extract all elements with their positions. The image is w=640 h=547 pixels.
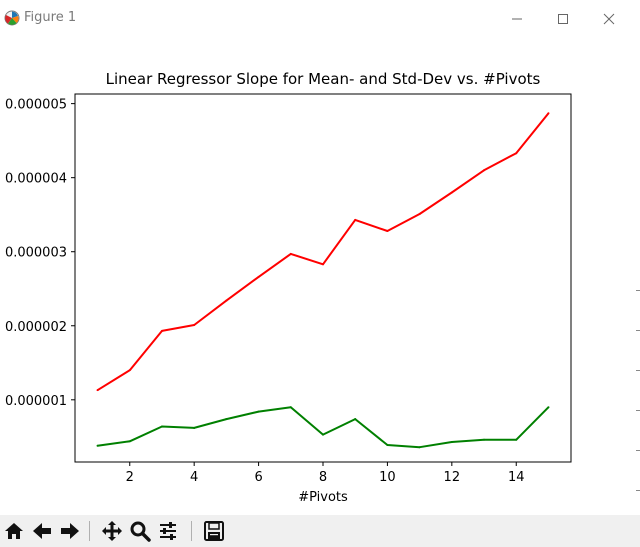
series-1-point	[450, 191, 453, 194]
series-1-point	[289, 252, 292, 255]
x-tick-label: 2	[126, 470, 134, 485]
series-line-1	[96, 112, 550, 392]
series-1-point	[193, 324, 196, 327]
save-button[interactable]	[202, 518, 226, 544]
edge-tick	[636, 410, 640, 411]
series-1-point	[418, 212, 421, 215]
axes-frame	[74, 93, 572, 463]
series-2-point	[225, 418, 228, 421]
edge-tick	[636, 490, 640, 491]
series-2-point	[160, 425, 163, 428]
x-tick-label: 12	[444, 470, 461, 485]
series-1-point	[257, 275, 260, 278]
series-2-point	[418, 446, 421, 449]
forward-button[interactable]	[58, 518, 82, 544]
series-2-point	[386, 443, 389, 446]
line-chart: Linear Regressor Slope for Mean- and Std…	[5, 70, 572, 505]
figure-canvas[interactable]: Linear Regressor Slope for Mean- and Std…	[0, 38, 640, 515]
series-1-point	[96, 389, 99, 392]
edge-tick	[636, 450, 640, 451]
toolbar-separator	[191, 521, 192, 541]
configure-subplots-icon	[160, 522, 176, 540]
home-button[interactable]	[2, 518, 26, 544]
series-1-point	[128, 369, 131, 372]
series-2-point	[354, 418, 357, 421]
forward-arrow-icon	[61, 523, 79, 539]
y-tick-label: 0.000001	[5, 394, 67, 409]
pan-move-icon	[102, 521, 122, 541]
back-arrow-icon	[33, 523, 51, 539]
title-bar[interactable]: Figure 1	[0, 0, 640, 38]
minimize-icon	[512, 18, 522, 20]
series-1-point	[386, 229, 389, 232]
edge-tick	[636, 290, 640, 291]
close-icon	[603, 13, 615, 25]
edge-tick	[636, 370, 640, 371]
configure-subplots-button[interactable]	[156, 518, 180, 544]
series-2-point	[193, 426, 196, 429]
series-1-point	[354, 218, 357, 221]
series-2-point	[483, 438, 486, 441]
y-tick-label: 0.000004	[5, 172, 67, 187]
x-tick-label: 6	[254, 470, 262, 485]
zoom-magnifier-icon	[130, 521, 151, 542]
series-2-point	[450, 441, 453, 444]
save-floppy-icon	[204, 521, 224, 541]
pan-button[interactable]	[100, 518, 124, 544]
chart-title: Linear Regressor Slope for Mean- and Std…	[106, 70, 541, 88]
x-tick-label: 8	[319, 470, 327, 485]
series-1-point	[160, 329, 163, 332]
zoom-button[interactable]	[128, 518, 152, 544]
series-1-point	[225, 299, 228, 302]
series-2-point	[515, 438, 518, 441]
series-2-point	[96, 444, 99, 447]
maximize-button[interactable]	[540, 0, 586, 38]
maximize-icon	[558, 14, 568, 24]
series-2-point	[547, 406, 550, 409]
window-title: Figure 1	[24, 10, 77, 25]
edge-tick	[636, 330, 640, 331]
x-tick-label: 14	[508, 470, 525, 485]
y-tick-label: 0.000005	[5, 98, 67, 113]
home-icon	[5, 523, 23, 539]
series-line-2	[97, 406, 550, 449]
series-2-point	[257, 410, 260, 413]
x-tick-label: 10	[379, 470, 396, 485]
close-button[interactable]	[586, 0, 632, 38]
series-2-point	[128, 440, 131, 443]
matplotlib-logo-icon	[4, 10, 20, 26]
series-1-point	[515, 152, 518, 155]
series-1-point	[322, 263, 324, 266]
minimize-button[interactable]	[494, 0, 540, 38]
x-axis-label: #Pivots	[298, 490, 348, 505]
y-tick-label: 0.000003	[5, 246, 67, 261]
series-1-point	[483, 169, 486, 172]
y-tick-label: 0.000002	[5, 320, 67, 335]
back-button[interactable]	[30, 518, 54, 544]
series-1-point	[547, 112, 550, 115]
series-2-point	[289, 406, 292, 409]
x-tick-label: 4	[190, 470, 198, 485]
navigation-toolbar	[0, 515, 640, 547]
series-2-point	[322, 433, 324, 436]
toolbar-separator	[89, 521, 90, 541]
